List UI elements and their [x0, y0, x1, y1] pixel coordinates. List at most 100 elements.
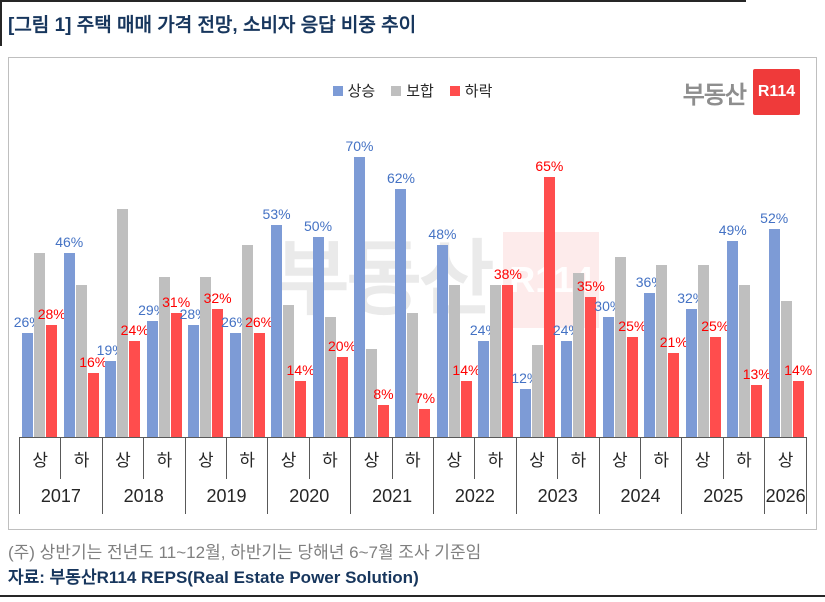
legend-label-fall: 하락 [464, 83, 493, 100]
axis-year-cell: 상 하 2021 [351, 438, 434, 514]
axis-half-label: 상 [517, 438, 559, 479]
bar-value-label-fall: 20% [328, 338, 357, 354]
bar-group: 36% 21% [636, 265, 688, 437]
legend-label-rise: 상승 [347, 83, 376, 100]
bar-value-label-rise: 49% [718, 222, 747, 238]
axis-half-label: 상 [777, 451, 794, 470]
bar-value-label-fall: 14% [452, 362, 481, 378]
axis-year-label: 2026 [765, 486, 806, 506]
bar-rise: 26% [14, 314, 42, 437]
bar-fall: 25% [701, 318, 729, 437]
axis-year-label: 2019 [206, 486, 247, 506]
bar-value-label-rise: 53% [262, 206, 291, 222]
bar-value-label-fall: 13% [742, 366, 771, 382]
bar-flat [697, 265, 709, 437]
axis-half-label: 하 [73, 451, 90, 470]
bar-group: 62% 7% [387, 170, 435, 437]
bar-fall: 35% [577, 278, 605, 437]
bar-value-label-fall: 38% [493, 266, 522, 282]
bar-fall: 32% [204, 290, 232, 437]
axis-half-label: 하 [653, 451, 669, 470]
bar-group: 48% 14% [428, 226, 480, 437]
bar-group: 50% 20% [304, 218, 356, 437]
bar-group: 28% 32% [180, 277, 232, 437]
legend-item-fall: 하락 [449, 80, 493, 101]
axis-half-label: 상 [268, 438, 310, 479]
axis-year-label: 2018 [123, 486, 164, 506]
axis-half-label: 하 [239, 451, 256, 470]
bar-fall: 20% [328, 338, 356, 437]
plot-area: 26% 28% 46% 16% 19% 24% 29% 31% 28% 32% 26% 26% 53% 1… [14, 114, 812, 437]
axis-half-label: 상 [682, 438, 724, 479]
axis-year-cell: 상 하 2022 [434, 438, 517, 514]
bar-fall: 65% [535, 158, 563, 437]
bar-flat [283, 305, 295, 437]
bar-value-label-rise: 48% [428, 226, 457, 242]
top-rule [0, 0, 746, 2]
axis-year-cell: 상 하 2025 [682, 438, 766, 514]
legend-item-flat: 보합 [391, 80, 434, 101]
axis-year-label: 2022 [454, 486, 495, 506]
bar-flat [324, 317, 336, 437]
bar-flat [117, 209, 129, 437]
bar-value-label-rise: 46% [55, 234, 84, 250]
bar-group: 24% 38% [470, 266, 522, 437]
bar-flat [739, 285, 751, 437]
bar-flat [780, 301, 792, 437]
bar-fall: 24% [121, 322, 149, 437]
brand-logo-badge: R114 [753, 69, 800, 115]
axis-half-label: 상 [20, 438, 62, 479]
bar-fall: 31% [162, 294, 190, 437]
bar-group: 29% 31% [138, 277, 190, 437]
axis-year-cell: 상 하 2019 [186, 438, 269, 514]
bar-group: 19% 24% [97, 209, 149, 437]
bar-value-label-fall: 25% [618, 318, 647, 334]
bar-rise: 19% [97, 342, 125, 437]
bar-chart: 부동산 R114 26%28%46%16%19%24%29%31%28%32%2… [14, 114, 812, 514]
bar-rise: 46% [55, 234, 83, 437]
axis-half-label: 상 [600, 438, 641, 479]
bar-group: 49% 13% [719, 222, 771, 437]
axis-half-label: 하 [736, 451, 752, 470]
bar-fall: 8% [373, 386, 394, 437]
bar-rise: 32% [677, 290, 705, 437]
bar-fall: 21% [660, 334, 688, 437]
footnote: (주) 상반기는 전년도 11~12월, 하반기는 당해년 6~7월 조사 기준… [8, 543, 482, 562]
bar-fall: 26% [245, 314, 273, 437]
axis-half-row: 상 [765, 438, 806, 479]
bar-flat [448, 285, 460, 437]
bar-value-label-fall: 35% [576, 278, 605, 294]
axis-half-label: 상 [434, 438, 476, 479]
bar-rise: 53% [263, 206, 291, 437]
bar-value-label-fall: 7% [414, 390, 436, 406]
bar-rise: 48% [428, 226, 456, 437]
bar-value-label-rise: 52% [760, 210, 789, 226]
bar-flat [573, 273, 585, 437]
bar-rise: 49% [719, 222, 747, 437]
bar-flat [34, 253, 46, 437]
bar-group: 52% 14% [760, 210, 812, 437]
bar-rise: 24% [553, 322, 581, 437]
figure-title: [그림 1] 주택 매매 가격 전망, 소비자 응답 비중 추이 [8, 15, 417, 36]
bar-fall: 14% [784, 362, 812, 437]
bar-value-label-fall: 32% [203, 290, 232, 306]
bar-flat [365, 349, 377, 437]
bar-rise: 29% [138, 302, 166, 437]
bar-value-label-rise: 62% [386, 170, 415, 186]
axis-half-label: 하 [156, 451, 173, 470]
axis-year-label: 2025 [703, 486, 744, 506]
bar-fall: 7% [415, 390, 435, 437]
axis-half-label: 하 [570, 451, 587, 470]
legend-swatch-fall-icon [449, 85, 460, 96]
bottom-rule [0, 595, 825, 597]
bar-value-label-fall: 25% [701, 318, 730, 334]
bar-fall: 25% [618, 318, 646, 437]
axis-year-cell: 상 2026 [765, 438, 808, 514]
